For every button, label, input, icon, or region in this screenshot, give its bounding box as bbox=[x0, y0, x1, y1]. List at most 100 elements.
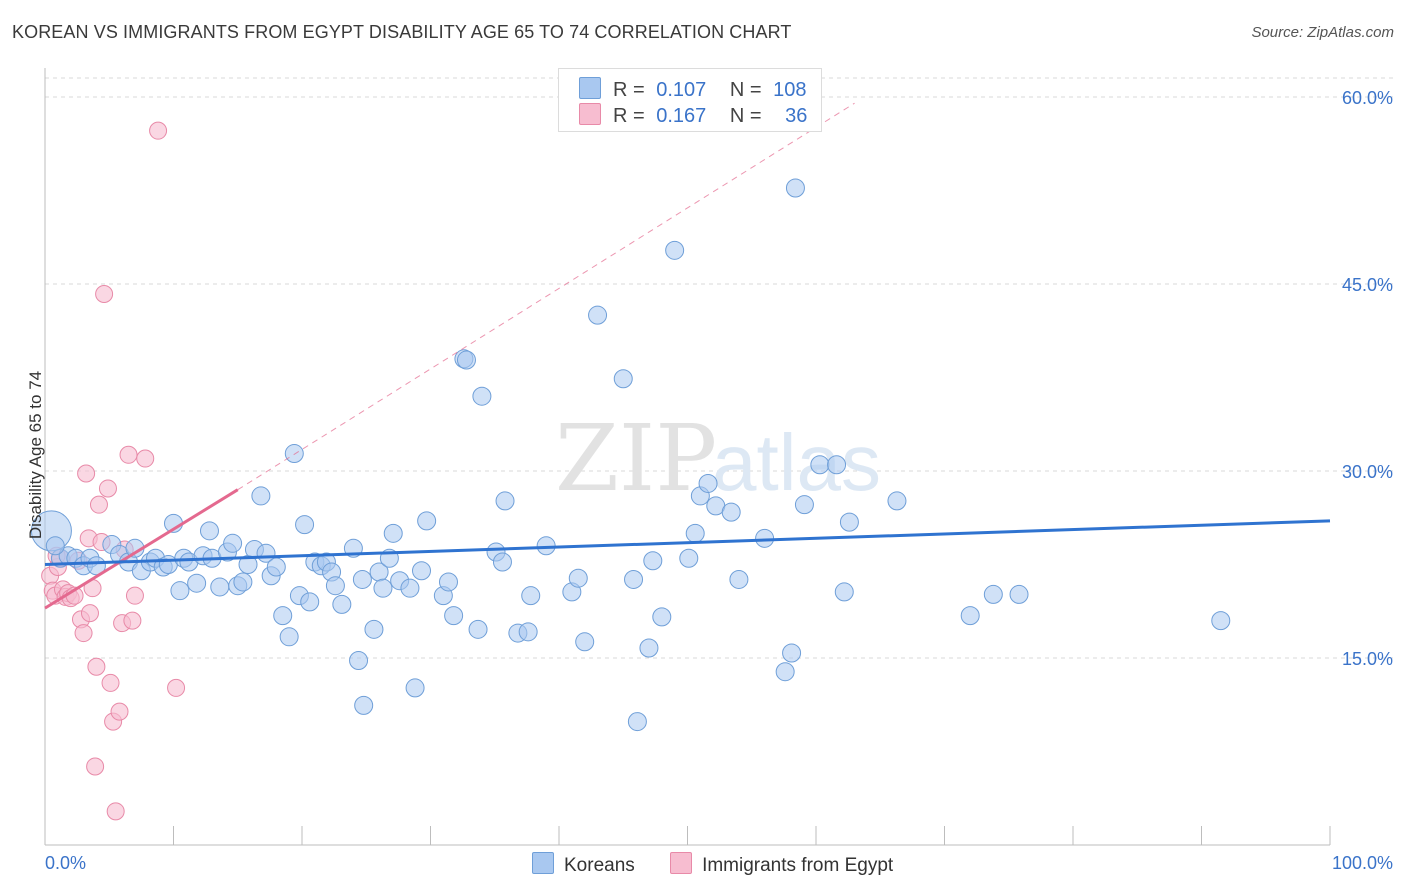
korean-point bbox=[45, 536, 65, 556]
egypt-point bbox=[119, 445, 138, 464]
legend-row-koreans: R = 0.107 N = 108 bbox=[579, 77, 807, 101]
korean-point bbox=[400, 578, 420, 598]
legend-item-koreans: Koreans bbox=[532, 852, 635, 877]
egypt-point bbox=[86, 757, 105, 776]
egypt-legend-swatch bbox=[670, 852, 693, 874]
korean-point bbox=[295, 515, 315, 535]
y-tick-labels: 15.0% 30.0% 45.0% 60.0% bbox=[1342, 88, 1393, 669]
r-label: R = bbox=[613, 79, 645, 101]
x-tick-label-min: 0.0% bbox=[45, 853, 86, 873]
watermark: ZIP atlas bbox=[555, 405, 881, 512]
correlation-legend: R = 0.107 N = 108 R = 0.167 N = 36 bbox=[558, 68, 822, 132]
y-tick-label: 45.0% bbox=[1342, 275, 1393, 295]
egypt-point bbox=[149, 121, 168, 140]
n-label: N = bbox=[729, 79, 762, 101]
korean-point bbox=[810, 455, 830, 475]
korean-point bbox=[613, 369, 633, 389]
korean-point bbox=[170, 581, 190, 601]
trend-lines bbox=[44, 102, 1331, 610]
koreans-n-value: 108 bbox=[773, 79, 807, 101]
korean-point bbox=[251, 486, 271, 506]
koreans-series bbox=[30, 178, 1231, 732]
egypt-point bbox=[167, 678, 186, 697]
korean-point bbox=[444, 606, 464, 626]
koreans-r-value: 0.107 bbox=[656, 79, 707, 101]
korean-point bbox=[456, 350, 476, 370]
korean-point bbox=[364, 619, 384, 639]
koreans-trend-line bbox=[44, 519, 1331, 566]
korean-point bbox=[983, 584, 1003, 604]
korean-point bbox=[417, 511, 437, 531]
korean-point bbox=[300, 592, 320, 612]
egypt-point bbox=[125, 586, 144, 605]
egypt-point bbox=[89, 495, 108, 514]
legend-item-egypt: Immigrants from Egypt bbox=[670, 852, 893, 877]
korean-point bbox=[492, 552, 512, 572]
n-label: N = bbox=[729, 105, 762, 127]
watermark-zip: ZIP bbox=[555, 405, 717, 512]
korean-point bbox=[266, 557, 286, 577]
koreans-swatch bbox=[579, 77, 601, 99]
r-label: R = bbox=[613, 105, 645, 127]
korean-point bbox=[325, 576, 345, 596]
korean-point bbox=[518, 622, 538, 642]
korean-point bbox=[438, 572, 458, 592]
korean-point bbox=[627, 712, 647, 732]
koreans-legend-swatch bbox=[532, 852, 554, 874]
korean-point bbox=[383, 523, 403, 543]
egypt-point bbox=[77, 464, 96, 483]
korean-point bbox=[887, 491, 907, 511]
korean-point bbox=[223, 533, 243, 553]
x-tick-labels: 0.0% 100.0% bbox=[45, 853, 1393, 873]
egypt-point bbox=[95, 284, 114, 303]
korean-point bbox=[412, 561, 432, 581]
korean-point bbox=[187, 573, 207, 593]
korean-point bbox=[373, 578, 393, 598]
korean-point bbox=[588, 305, 608, 325]
x-tick-label-max: 100.0% bbox=[1332, 853, 1393, 873]
korean-point bbox=[698, 473, 718, 493]
korean-point bbox=[575, 632, 595, 652]
korean-point bbox=[721, 502, 741, 522]
korean-point bbox=[284, 444, 304, 464]
korean-point bbox=[665, 240, 685, 260]
legend-label-egypt: Immigrants from Egypt bbox=[702, 855, 894, 876]
korean-point bbox=[782, 643, 802, 663]
korean-point bbox=[679, 548, 699, 568]
korean-point bbox=[834, 582, 854, 602]
korean-point bbox=[568, 568, 588, 588]
korean-point bbox=[775, 662, 795, 682]
egypt-point bbox=[123, 611, 142, 630]
korean-point bbox=[685, 523, 705, 543]
chart-title: KOREAN VS IMMIGRANTS FROM EGYPT DISABILI… bbox=[12, 22, 792, 42]
korean-point bbox=[233, 572, 253, 592]
korean-point bbox=[273, 606, 293, 626]
korean-point bbox=[210, 577, 230, 597]
egypt-trend-line bbox=[44, 488, 239, 610]
korean-point bbox=[332, 594, 352, 614]
korean-point bbox=[839, 512, 859, 532]
korean-point bbox=[1211, 611, 1231, 631]
korean-point bbox=[794, 495, 814, 515]
egypt-swatch bbox=[579, 103, 601, 125]
egypt-trend-extension bbox=[237, 102, 855, 491]
korean-point bbox=[354, 695, 374, 715]
y-axis-label: Disability Age 65 to 74 bbox=[26, 370, 45, 540]
korean-point bbox=[468, 619, 488, 639]
korean-point bbox=[755, 528, 775, 548]
watermark-atlas: atlas bbox=[712, 418, 881, 507]
korean-point bbox=[199, 521, 219, 541]
korean-point bbox=[405, 678, 425, 698]
korean-point bbox=[1009, 584, 1029, 604]
axes bbox=[44, 68, 1331, 846]
korean-point bbox=[827, 455, 847, 475]
series-legend: Koreans Immigrants from Egypt bbox=[532, 852, 923, 877]
korean-point bbox=[521, 586, 541, 606]
korean-point bbox=[652, 607, 672, 627]
korean-point bbox=[352, 569, 372, 589]
korean-point bbox=[472, 386, 492, 406]
egypt-point bbox=[87, 657, 106, 676]
y-tick-label: 60.0% bbox=[1342, 88, 1393, 108]
korean-point bbox=[639, 638, 659, 658]
legend-row-egypt: R = 0.167 N = 36 bbox=[579, 103, 807, 127]
